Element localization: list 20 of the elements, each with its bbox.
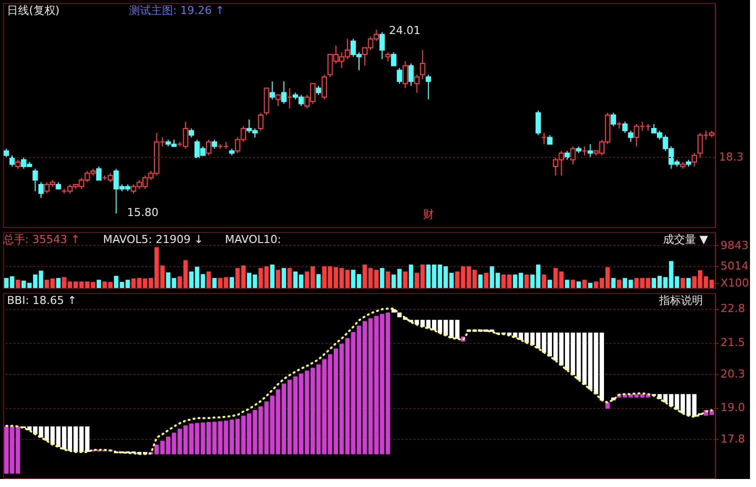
ref-line-label: 18.3 bbox=[719, 150, 744, 164]
annotation: MAVOL10: bbox=[225, 233, 282, 246]
y-tick-label: 5014 bbox=[720, 260, 748, 273]
annotation: 财 bbox=[423, 208, 434, 221]
annotation: 24.01 bbox=[389, 24, 420, 37]
y-tick-label: 17.8 bbox=[720, 432, 745, 446]
chart-title: 日线(复权) bbox=[7, 4, 60, 17]
y-tick-label: 21.5 bbox=[720, 336, 745, 350]
y-tick-label: X100 bbox=[720, 276, 750, 290]
annotation: 指标说明 bbox=[658, 294, 703, 307]
y-tick-label: 22.8 bbox=[720, 302, 745, 316]
annotation: 15.80 bbox=[127, 206, 158, 219]
chart-title: 总手: 35543 ↑ bbox=[2, 233, 80, 246]
annotation: MAVOL5: 21909 ↓ bbox=[103, 233, 204, 246]
y-tick-label: 20.3 bbox=[720, 367, 745, 380]
annotation: 成交量 ▼ bbox=[663, 233, 708, 246]
chart-title: BBI: 18.65 ↑ bbox=[7, 294, 77, 307]
y-tick-label: 19.0 bbox=[720, 401, 745, 414]
y-tick-label: 9843 bbox=[720, 238, 748, 252]
annotation: 测试主图: 19.26 ↑ bbox=[129, 4, 224, 17]
